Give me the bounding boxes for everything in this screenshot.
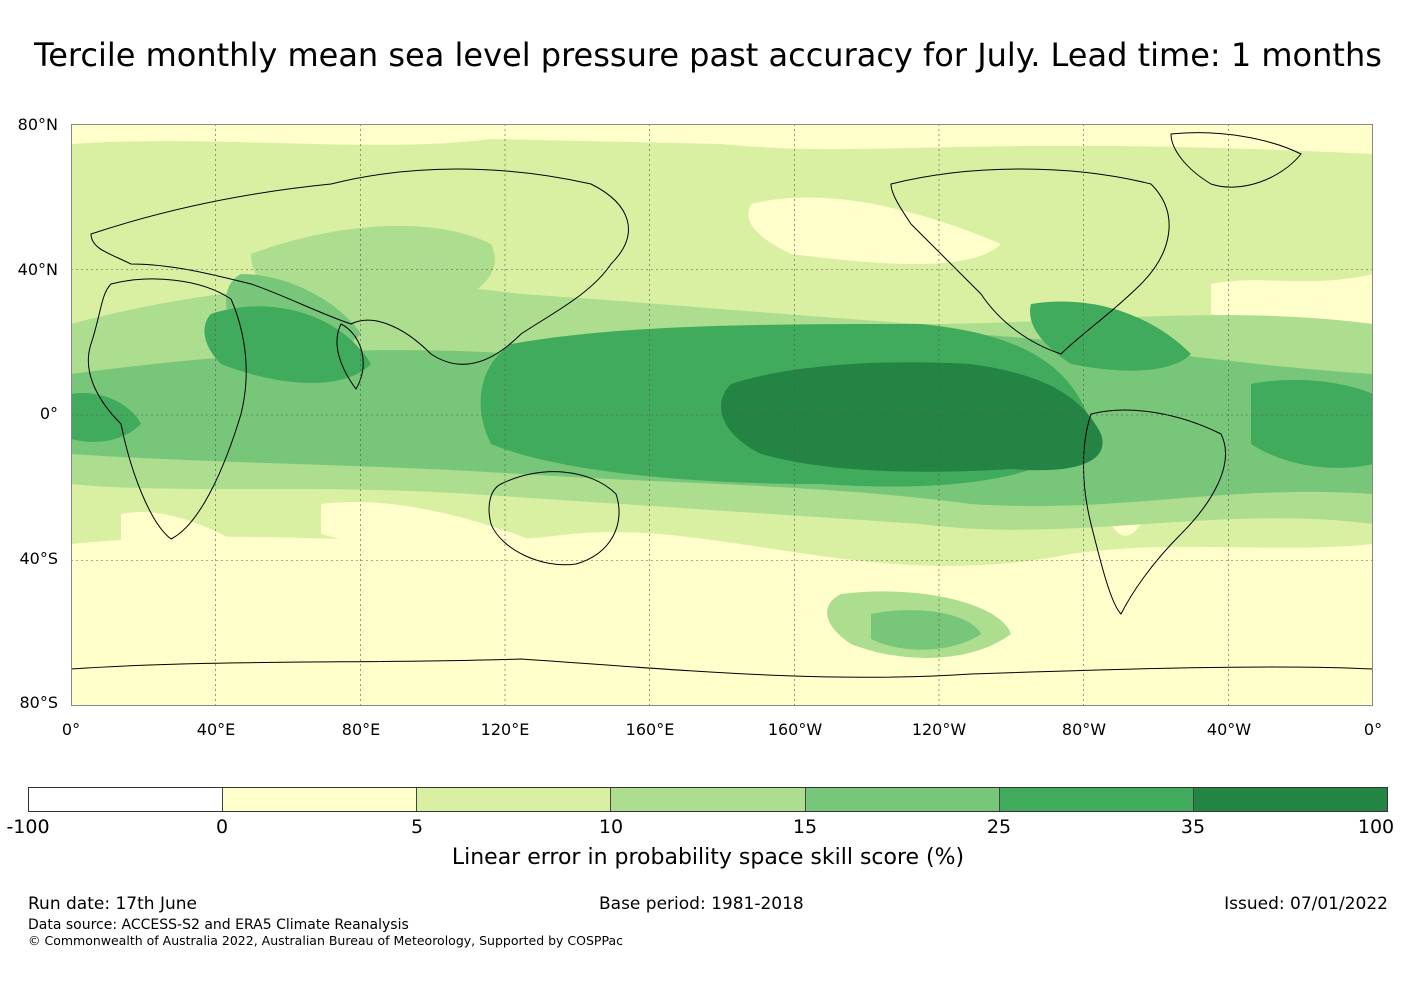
lon-label-80e: 80°E (341, 720, 381, 739)
lon-label-120w: 120°W (911, 720, 967, 739)
greenland-outline (1170, 132, 1302, 188)
lat-label-80s: 80°S (19, 693, 58, 712)
copyright: © Commonwealth of Australia 2022, Austra… (28, 933, 623, 948)
colorbar-tick: 10 (598, 816, 624, 838)
map-title: Tercile monthly mean sea level pressure … (34, 36, 1382, 74)
run-date: Run date: 17th June (28, 894, 197, 914)
colorbar-label: Linear error in probability space skill … (451, 845, 965, 870)
india-outline (336, 323, 364, 390)
colorbar-segment-10-15 (610, 788, 805, 811)
colorbar-segment-0-5 (222, 788, 417, 811)
southern-ocean-band (71, 531, 1373, 706)
map-canvas (71, 124, 1373, 706)
colorbar-tick: 15 (792, 816, 818, 838)
lon-label-160w: 160°W (767, 720, 823, 739)
data-source: Data source: ACCESS-S2 and ERA5 Climate … (28, 917, 409, 933)
skill-score-map (71, 124, 1373, 706)
gridlines (71, 124, 1373, 706)
highest-skill-regions (721, 362, 1103, 472)
lon-label-40e: 40°E (196, 720, 236, 739)
lon-label-120e: 120°E (480, 720, 530, 739)
colorbar-tick: 0 (215, 816, 229, 838)
south-america-outline (1083, 409, 1226, 615)
colorbar-segment-25-35 (998, 788, 1193, 811)
lon-label-80w: 80°W (1061, 720, 1107, 739)
lat-label-40s: 40°S (19, 549, 58, 568)
issued-date: Issued: 07/01/2022 (1224, 894, 1388, 914)
colorbar-segment-neg100-0 (29, 788, 223, 811)
lon-label-160e: 160°E (625, 720, 675, 739)
southern-ocean-good (871, 610, 981, 650)
lon-label-0-east: 0° (1363, 720, 1383, 739)
north-pacific-light (748, 197, 1001, 264)
colorbar-tick: 35 (1180, 816, 1206, 838)
colorbar-segment-35-100 (1192, 788, 1387, 811)
caribbean-high (1030, 301, 1191, 371)
colorbar-segment-5-10 (416, 788, 611, 811)
lat-label-0: 0° (39, 404, 58, 423)
antarctica-outline (71, 658, 1373, 678)
colorbar-segment-15-25 (804, 788, 999, 811)
colorbar-tick: -100 (6, 816, 50, 838)
lon-label-40w: 40°W (1206, 720, 1252, 739)
south-indian-light (321, 502, 541, 555)
coastlines (71, 132, 1373, 678)
colorbar-tick: 5 (410, 816, 424, 838)
colorbar (28, 787, 1388, 812)
west-africa-high (71, 393, 141, 442)
base-period: Base period: 1981-2018 (599, 894, 804, 914)
australia-outline (488, 471, 620, 566)
africa-outline (87, 278, 247, 540)
north-america-outline (890, 168, 1170, 355)
south-africa-light (121, 512, 261, 565)
europe-asia-outline (90, 168, 629, 365)
east-pacific-highest (721, 362, 1103, 472)
atlantic-equator-high (1251, 379, 1373, 468)
lon-label-0: 0° (61, 720, 81, 739)
arctic-light-band (71, 124, 1373, 154)
colorbar-tick: 100 (1357, 816, 1395, 838)
colorbar-tick: 25 (986, 816, 1012, 838)
lat-label-40n: 40°N (17, 260, 58, 279)
map-border (71, 124, 1373, 706)
lat-label-80n: 80°N (17, 115, 58, 134)
